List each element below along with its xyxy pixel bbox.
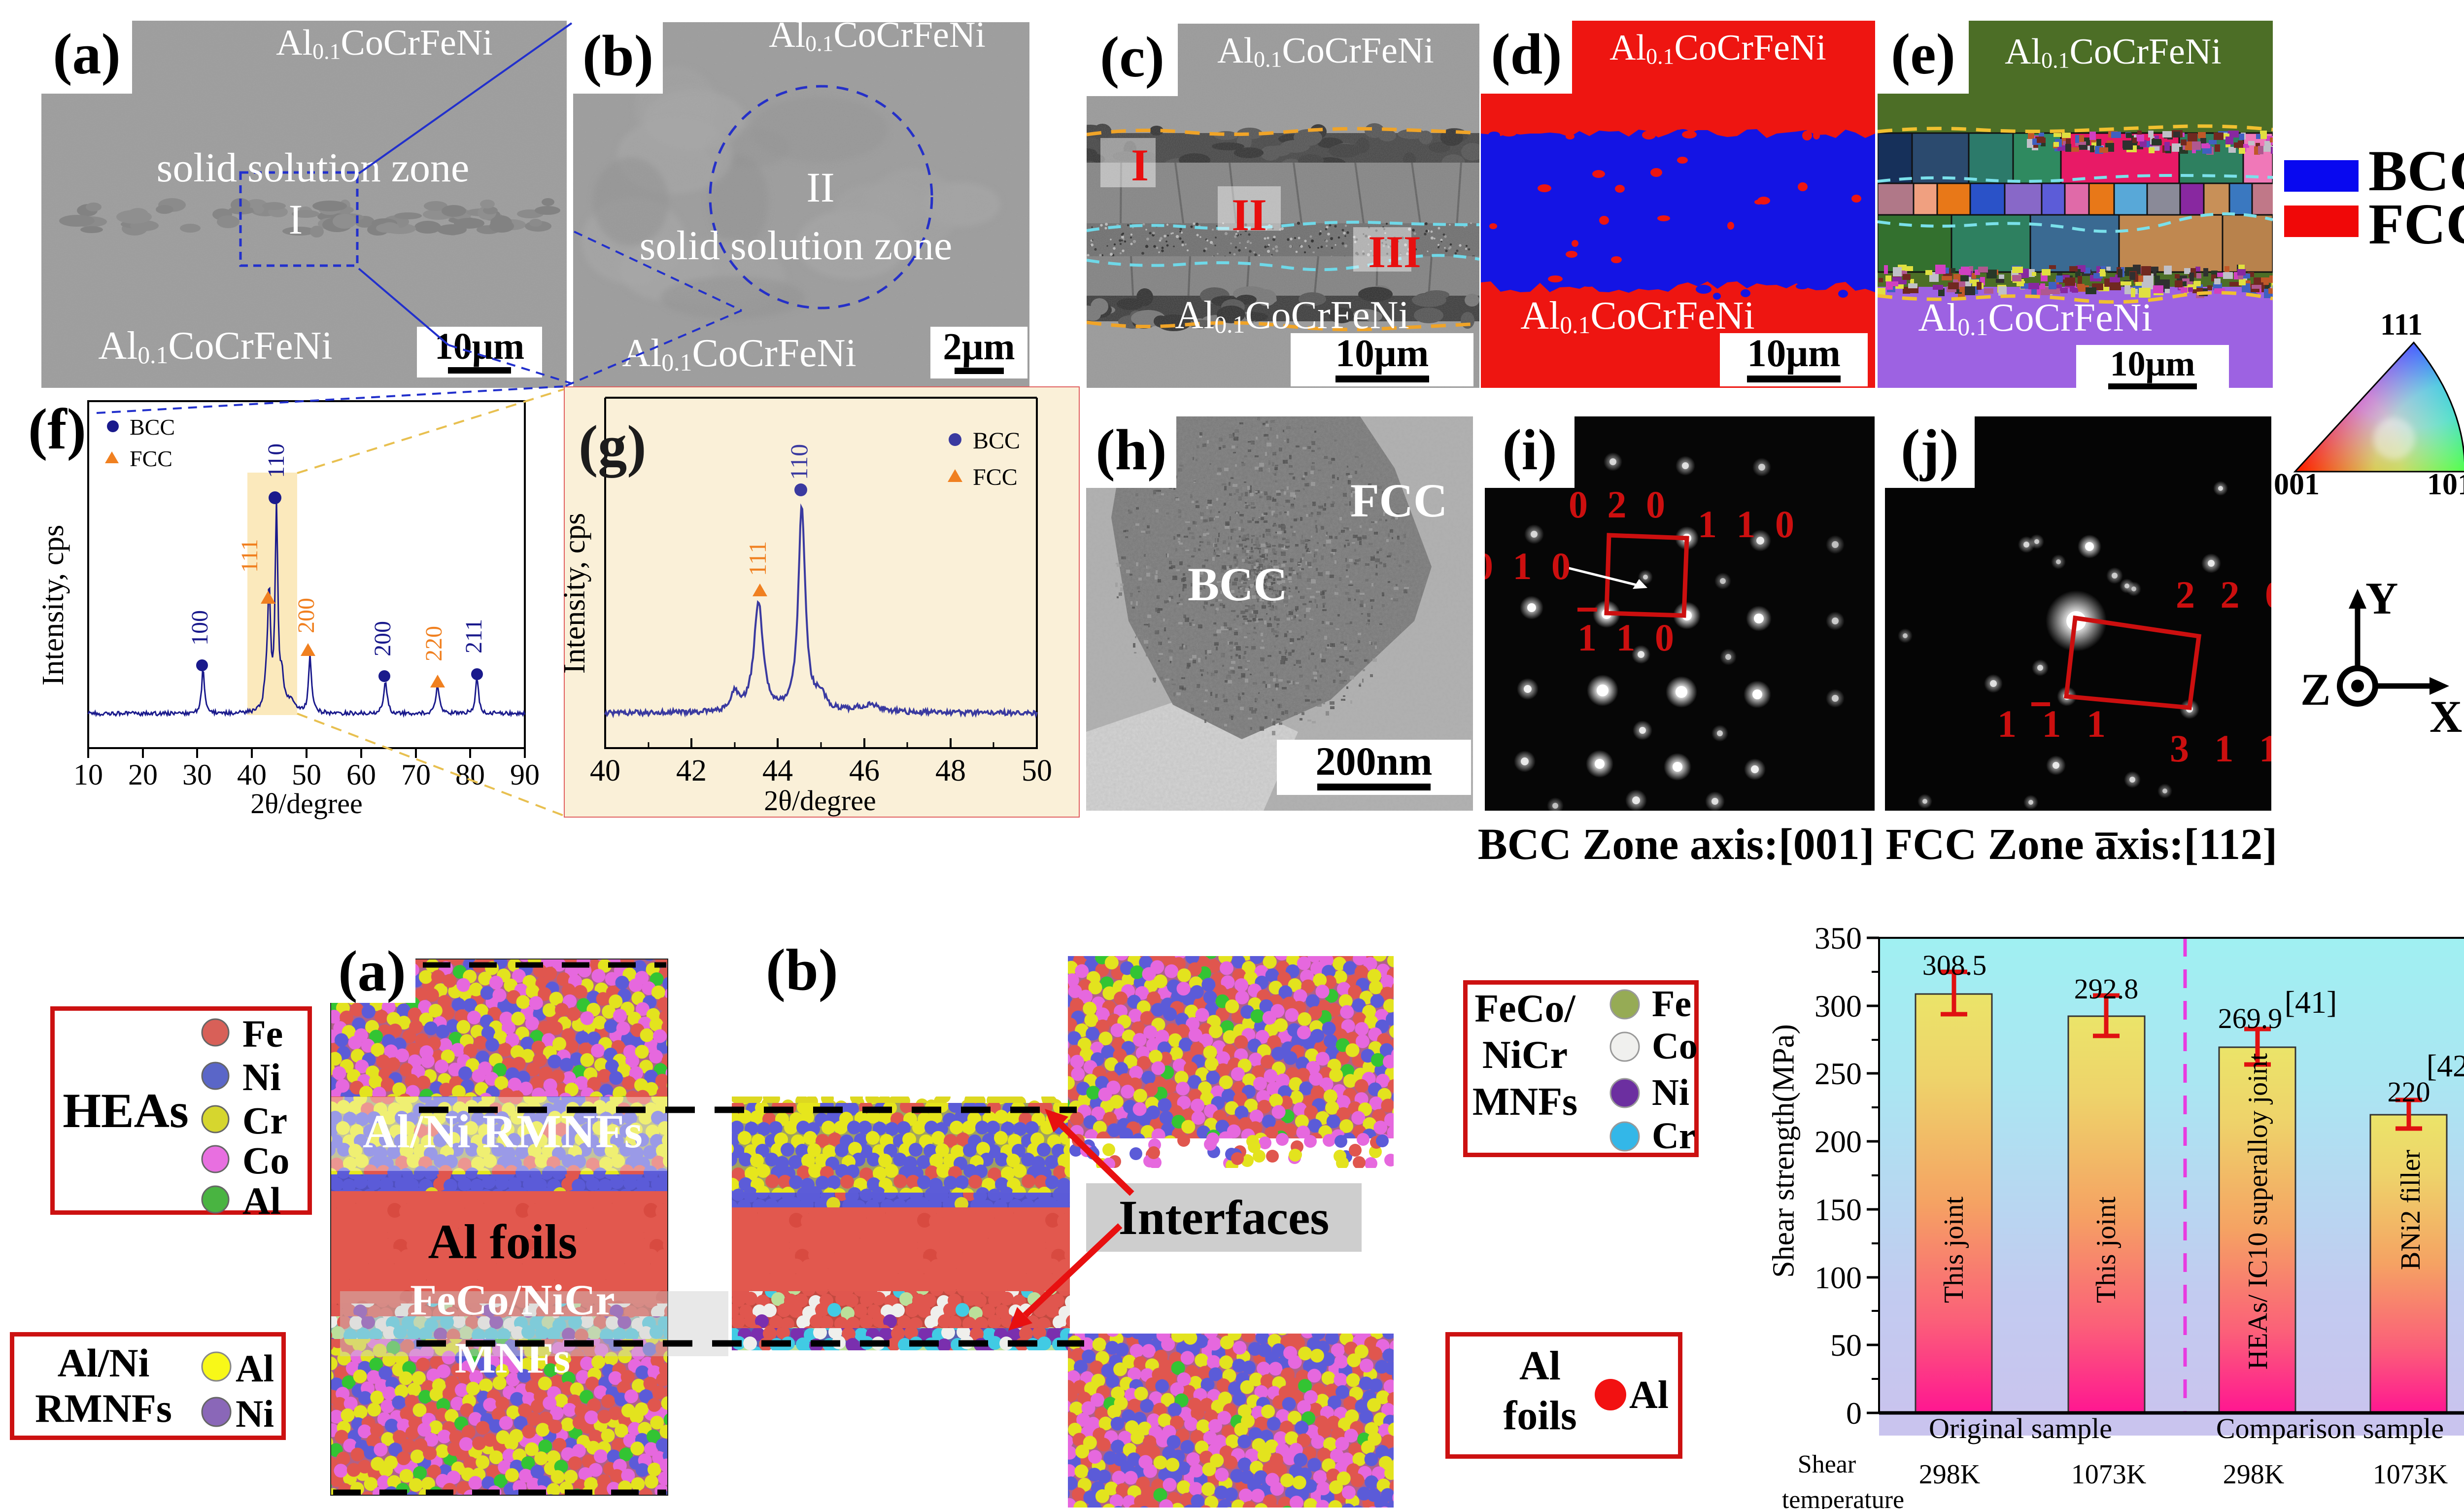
- svg-text:This joint: This joint: [2091, 1196, 2122, 1303]
- svg-text:(f): (f): [28, 397, 86, 461]
- svg-text:1 1 0: 1 1 0: [1577, 616, 1679, 659]
- svg-text:40: 40: [590, 754, 620, 788]
- svg-text:50: 50: [1830, 1328, 1862, 1363]
- svg-text:2 2 0: 2 2 0: [2176, 573, 2271, 616]
- svg-text:temperature: temperature: [1782, 1486, 1904, 1509]
- svg-text:350: 350: [1814, 921, 1862, 956]
- svg-text:2θ/degree: 2θ/degree: [764, 785, 876, 817]
- svg-text:1073K: 1073K: [2373, 1459, 2448, 1490]
- svg-text:211: 211: [461, 619, 487, 653]
- svg-text:[42]: [42]: [2427, 1048, 2464, 1083]
- svg-text:[41]: [41]: [2285, 985, 2337, 1020]
- svg-text:250: 250: [1814, 1056, 1862, 1091]
- svg-text:1073K: 1073K: [2071, 1459, 2146, 1490]
- svg-text:1 1 1: 1 1 1: [1997, 702, 2114, 745]
- svg-text:269.9: 269.9: [2218, 1002, 2283, 1034]
- svg-text:FCC: FCC: [973, 464, 1018, 490]
- svg-text:BCC: BCC: [130, 414, 175, 440]
- svg-text:46: 46: [849, 754, 880, 788]
- svg-text:308.5: 308.5: [1922, 949, 1987, 981]
- svg-text:FCC: FCC: [130, 446, 172, 471]
- svg-text:Z: Z: [2300, 664, 2330, 715]
- svg-text:BNi2 filler: BNi2 filler: [2396, 1150, 2426, 1270]
- svg-text:50: 50: [1022, 754, 1052, 788]
- svg-text:80: 80: [455, 758, 485, 791]
- svg-text:(g): (g): [579, 413, 647, 478]
- svg-text:220: 220: [421, 626, 447, 661]
- svg-text:150: 150: [1814, 1192, 1862, 1227]
- svg-text:0 1 0: 0 1 0: [1485, 545, 1575, 587]
- svg-text:3 1 1: 3 1 1: [2170, 727, 2271, 770]
- svg-text:0 2 0: 0 2 0: [1569, 483, 1670, 526]
- svg-text:20: 20: [128, 758, 158, 791]
- svg-text:1 1 0: 1 1 0: [1698, 503, 1799, 546]
- svg-text:111: 111: [744, 541, 771, 576]
- svg-text:44: 44: [762, 754, 793, 788]
- svg-text:Comparison sample: Comparison sample: [2216, 1412, 2444, 1444]
- svg-text:2θ/degree: 2θ/degree: [250, 788, 362, 820]
- svg-text:90: 90: [510, 758, 540, 791]
- svg-text:200: 200: [293, 598, 319, 633]
- svg-text:10: 10: [73, 758, 103, 791]
- svg-text:300: 300: [1814, 989, 1862, 1024]
- svg-text:200: 200: [370, 621, 396, 656]
- svg-text:42: 42: [676, 754, 707, 788]
- svg-text:Intensity, cps: Intensity, cps: [564, 513, 591, 674]
- svg-text:Y: Y: [2365, 573, 2398, 623]
- svg-text:Shear: Shear: [1798, 1450, 1856, 1478]
- svg-text:50: 50: [292, 758, 321, 791]
- svg-text:60: 60: [346, 758, 376, 791]
- svg-text:110: 110: [263, 444, 289, 478]
- svg-text:110: 110: [785, 444, 813, 480]
- svg-text:100: 100: [1814, 1260, 1862, 1295]
- svg-text:Original sample: Original sample: [1929, 1412, 2112, 1444]
- svg-text:This joint: This joint: [1939, 1196, 1969, 1303]
- svg-text:200: 200: [1814, 1124, 1862, 1159]
- svg-text:100: 100: [187, 610, 213, 646]
- svg-text:111: 111: [237, 539, 263, 573]
- svg-text:40: 40: [237, 758, 267, 791]
- svg-text:Intensity, cps: Intensity, cps: [36, 525, 70, 686]
- svg-text:0: 0: [1846, 1396, 1862, 1431]
- svg-text:48: 48: [935, 754, 966, 788]
- svg-text:BCC: BCC: [973, 428, 1020, 454]
- svg-text:292.8: 292.8: [2074, 973, 2139, 1005]
- svg-text:220: 220: [2388, 1076, 2430, 1108]
- svg-text:298K: 298K: [2223, 1459, 2284, 1490]
- svg-text:30: 30: [182, 758, 212, 791]
- svg-text:HEAs/ IC10 superalloy joint: HEAs/ IC10 superalloy joint: [2243, 1053, 2273, 1370]
- svg-text:X: X: [2430, 691, 2462, 742]
- svg-text:70: 70: [401, 758, 431, 791]
- svg-text:298K: 298K: [1919, 1459, 1980, 1490]
